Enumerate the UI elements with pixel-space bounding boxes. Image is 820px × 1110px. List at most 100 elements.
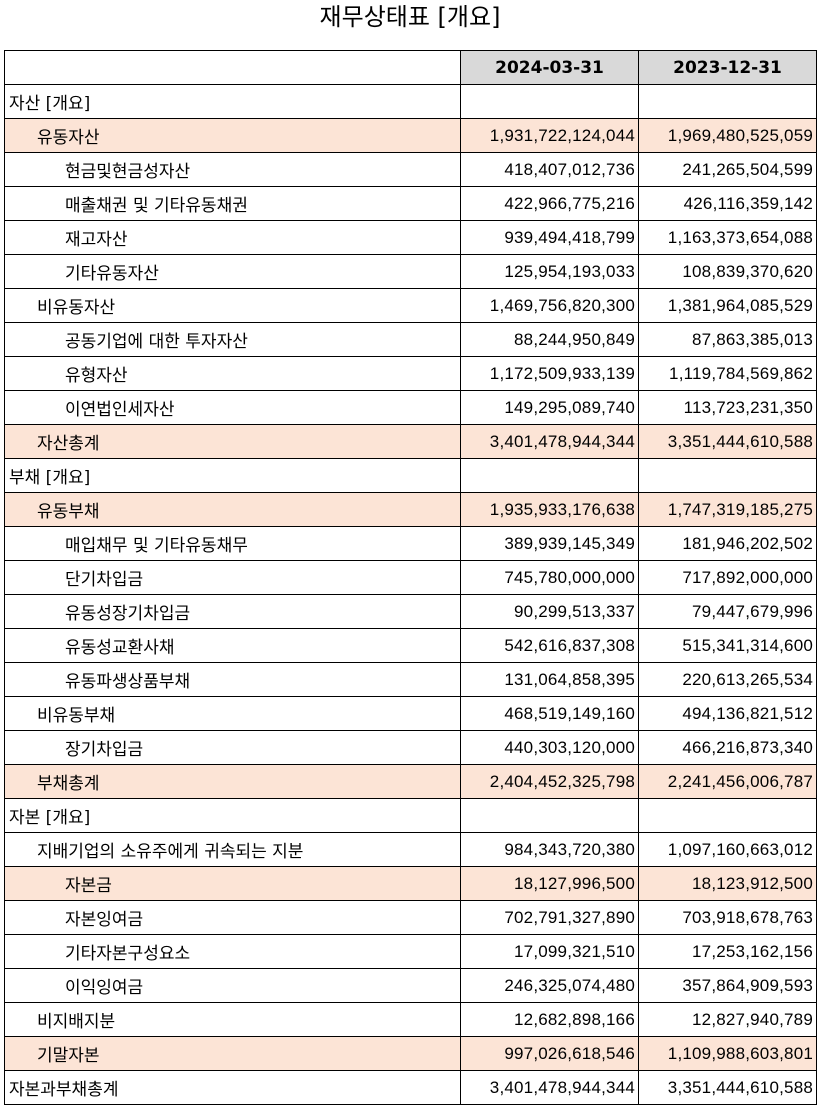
value-2024-03-31: 702,791,327,890 xyxy=(460,900,639,935)
value-2024-03-31: 90,299,513,337 xyxy=(460,594,639,629)
value-2023-12-31: 87,863,385,013 xyxy=(638,322,817,357)
row-label: 비지배지분 xyxy=(4,1002,461,1037)
row-label: 자본과부채총계 xyxy=(4,1070,461,1105)
table-row: 비유동부채 468,519,149,160 494,136,821,512 xyxy=(4,696,817,731)
value-2023-12-31: 1,381,964,085,529 xyxy=(638,288,817,323)
value-2023-12-31: 466,216,873,340 xyxy=(638,730,817,765)
table-row: 현금및현금성자산 418,407,012,736 241,265,504,599 xyxy=(4,152,817,187)
table-row: 유형자산 1,172,509,933,139 1,119,784,569,862 xyxy=(4,356,817,391)
value-2023-12-31: 1,163,373,654,088 xyxy=(638,220,817,255)
row-label: 비유동부채 xyxy=(4,696,461,731)
value-2024-03-31: 12,682,898,166 xyxy=(460,1002,639,1037)
table-row: 이익잉여금 246,325,074,480 357,864,909,593 xyxy=(4,968,817,1003)
row-label: 자산총계 xyxy=(4,424,461,459)
table-row: 공동기업에 대한 투자자산 88,244,950,849 87,863,385,01… xyxy=(4,322,817,357)
table-row: 부채총계 2,404,452,325,798 2,241,456,006,787 xyxy=(4,764,817,799)
row-label: 유동부채 xyxy=(4,492,461,527)
value-2024-03-31: 984,343,720,380 xyxy=(460,832,639,867)
value-2024-03-31: 246,325,074,480 xyxy=(460,968,639,1003)
value-2024-03-31: 88,244,950,849 xyxy=(460,322,639,357)
header-date-2024-03-31: 2024-03-31 xyxy=(460,50,639,85)
row-label: 부채 [개요] xyxy=(4,458,461,493)
value-2024-03-31: 418,407,012,736 xyxy=(460,152,639,187)
value-2024-03-31: 468,519,149,160 xyxy=(460,696,639,731)
table-body: 자산 [개요] 유동자산 1,931,722,124,044 1,969,480,52… xyxy=(4,84,817,1105)
row-label: 지배기업의 소유주에게 귀속되는 지분 xyxy=(4,832,461,867)
row-label: 장기차입금 xyxy=(4,730,461,765)
financial-statement-table: 2024-03-31 2023-12-31 자산 [개요] 유동자산 1,931,7… xyxy=(4,50,817,1105)
row-label: 자본금 xyxy=(4,866,461,901)
value-2024-03-31: 997,026,618,546 xyxy=(460,1036,639,1071)
row-label: 비유동자산 xyxy=(4,288,461,323)
value-2024-03-31: 18,127,996,500 xyxy=(460,866,639,901)
value-2023-12-31: 703,918,678,763 xyxy=(638,900,817,935)
row-label: 현금및현금성자산 xyxy=(4,152,461,187)
table-row: 유동부채 1,935,933,176,638 1,747,319,185,275 xyxy=(4,492,817,527)
row-label: 공동기업에 대한 투자자산 xyxy=(4,322,461,357)
table-row: 자본 [개요] xyxy=(4,798,817,833)
table-row: 매입채무 및 기타유동채무 389,939,145,349 181,946,202,… xyxy=(4,526,817,561)
value-2024-03-31: 131,064,858,395 xyxy=(460,662,639,697)
header-row: 2024-03-31 2023-12-31 xyxy=(4,50,817,85)
value-2023-12-31: 108,839,370,620 xyxy=(638,254,817,289)
value-2024-03-31: 3,401,478,944,344 xyxy=(460,424,639,459)
row-label: 기타자본구성요소 xyxy=(4,934,461,969)
row-label: 유동성교환사채 xyxy=(4,628,461,663)
table-row: 유동성장기차입금 90,299,513,337 79,447,679,996 xyxy=(4,594,817,629)
table-row: 유동파생상품부채 131,064,858,395 220,613,265,534 xyxy=(4,662,817,697)
row-label: 유동자산 xyxy=(4,118,461,153)
table-row: 기타유동자산 125,954,193,033 108,839,370,620 xyxy=(4,254,817,289)
value-2023-12-31 xyxy=(638,798,817,833)
table-row: 자본금 18,127,996,500 18,123,912,500 xyxy=(4,866,817,901)
row-label: 유동성장기차입금 xyxy=(4,594,461,629)
header-date-2023-12-31: 2023-12-31 xyxy=(638,50,817,85)
value-2023-12-31: 220,613,265,534 xyxy=(638,662,817,697)
value-2024-03-31: 1,172,509,933,139 xyxy=(460,356,639,391)
value-2024-03-31 xyxy=(460,458,639,493)
value-2023-12-31: 113,723,231,350 xyxy=(638,390,817,425)
value-2023-12-31 xyxy=(638,458,817,493)
value-2023-12-31: 17,253,162,156 xyxy=(638,934,817,969)
table-row: 유동자산 1,931,722,124,044 1,969,480,525,059 xyxy=(4,118,817,153)
table-row: 단기차입금 745,780,000,000 717,892,000,000 xyxy=(4,560,817,595)
value-2023-12-31: 1,109,988,603,801 xyxy=(638,1036,817,1071)
value-2024-03-31: 939,494,418,799 xyxy=(460,220,639,255)
value-2023-12-31: 3,351,444,610,588 xyxy=(638,1070,817,1105)
table-row: 자본잉여금 702,791,327,890 703,918,678,763 xyxy=(4,900,817,935)
value-2023-12-31: 717,892,000,000 xyxy=(638,560,817,595)
row-label: 이익잉여금 xyxy=(4,968,461,1003)
value-2023-12-31: 1,119,784,569,862 xyxy=(638,356,817,391)
value-2023-12-31: 357,864,909,593 xyxy=(638,968,817,1003)
value-2023-12-31: 426,116,359,142 xyxy=(638,186,817,221)
table-row: 매출채권 및 기타유동채권 422,966,775,216 426,116,359,… xyxy=(4,186,817,221)
table-row: 지배기업의 소유주에게 귀속되는 지분 984,343,720,380 1,097,… xyxy=(4,832,817,867)
row-label: 기말자본 xyxy=(4,1036,461,1071)
value-2024-03-31 xyxy=(460,84,639,119)
value-2024-03-31: 125,954,193,033 xyxy=(460,254,639,289)
table-row: 기타자본구성요소 17,099,321,510 17,253,162,156 xyxy=(4,934,817,969)
value-2024-03-31: 3,401,478,944,344 xyxy=(460,1070,639,1105)
page-title: 재무상태표 [개요] xyxy=(319,3,501,31)
value-2023-12-31: 494,136,821,512 xyxy=(638,696,817,731)
row-label: 자본잉여금 xyxy=(4,900,461,935)
table-row: 장기차입금 440,303,120,000 466,216,873,340 xyxy=(4,730,817,765)
value-2023-12-31: 3,351,444,610,588 xyxy=(638,424,817,459)
table-row: 재고자산 939,494,418,799 1,163,373,654,088 xyxy=(4,220,817,255)
row-label: 유동파생상품부채 xyxy=(4,662,461,697)
row-label: 기타유동자산 xyxy=(4,254,461,289)
value-2024-03-31: 2,404,452,325,798 xyxy=(460,764,639,799)
table-row: 자산총계 3,401,478,944,344 3,351,444,610,588 xyxy=(4,424,817,459)
value-2024-03-31: 1,935,933,176,638 xyxy=(460,492,639,527)
row-label: 자산 [개요] xyxy=(4,84,461,119)
value-2024-03-31: 542,616,837,308 xyxy=(460,628,639,663)
table-row: 자본과부채총계 3,401,478,944,344 3,351,444,610,58… xyxy=(4,1070,817,1105)
row-label: 매입채무 및 기타유동채무 xyxy=(4,526,461,561)
value-2023-12-31: 12,827,940,789 xyxy=(638,1002,817,1037)
table-row: 유동성교환사채 542,616,837,308 515,341,314,600 xyxy=(4,628,817,663)
table-row: 이연법인세자산 149,295,089,740 113,723,231,350 xyxy=(4,390,817,425)
table-row: 자산 [개요] xyxy=(4,84,817,119)
table-row: 비유동자산 1,469,756,820,300 1,381,964,085,529 xyxy=(4,288,817,323)
row-label: 부채총계 xyxy=(4,764,461,799)
value-2023-12-31: 1,747,319,185,275 xyxy=(638,492,817,527)
